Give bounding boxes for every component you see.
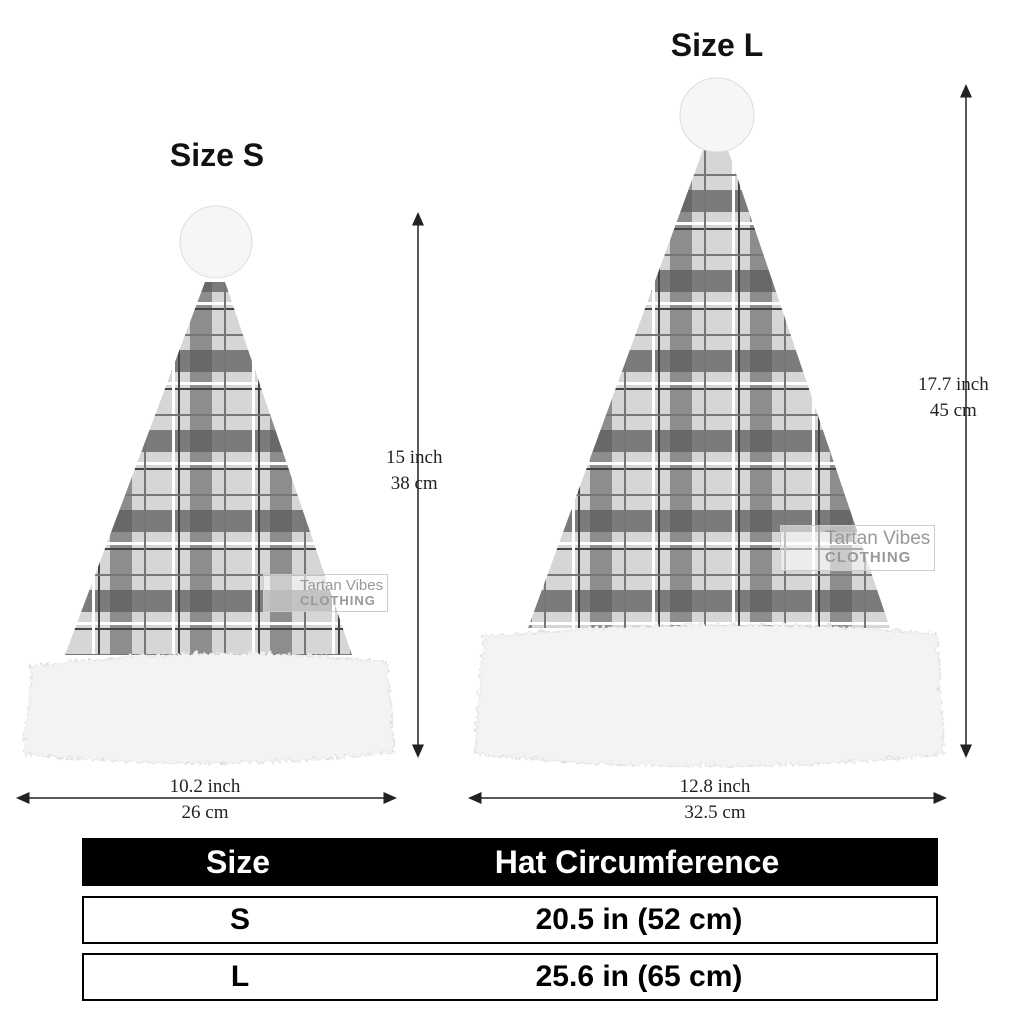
watermark-text: Tartan Vibes [825,528,931,549]
width-cm: 26 cm [181,802,229,823]
height-cm: 45 cm [929,400,977,421]
width-label-small: 10.2 inch 26 cm [155,774,255,826]
width-inch: 12.8 inch [679,776,751,797]
header-size: Size [205,843,271,880]
height-label-large: 17.7 inch 45 cm [918,372,989,424]
hat-large [471,77,943,765]
size-table-header: Size Hat Circumference [82,838,938,886]
size-l-title: Size L [670,27,764,63]
width-inch: 10.2 inch [169,776,241,797]
height-cm: 38 cm [390,473,438,494]
cell-circumference: 20.5 in (52 cm) [535,903,743,936]
table-row: S 20.5 in (52 cm) [82,896,938,944]
cell-size: S [229,903,250,936]
watermark-text: Tartan Vibes [300,577,384,594]
watermark-subtext: CLOTHING [300,593,376,608]
watermark-logo: Tartan Vibes CLOTHING [780,525,936,571]
height-inch: 17.7 inch [918,374,989,395]
watermark-logo: Tartan Vibes CLOTHING [263,574,389,612]
width-cm: 32.5 cm [684,802,746,823]
watermark-subtext: CLOTHING [825,549,912,566]
height-label-small: 15 inch 38 cm [386,445,442,497]
header-circumference: Hat Circumference [494,843,780,880]
height-inch: 15 inch [386,447,443,468]
width-label-large: 12.8 inch 32.5 cm [665,774,765,826]
cell-size: L [230,960,250,993]
cell-circumference: 25.6 in (65 cm) [535,960,743,993]
hat-small [21,205,393,762]
size-s-title: Size S [169,137,265,173]
table-row: L 25.6 in (65 cm) [82,953,938,1001]
